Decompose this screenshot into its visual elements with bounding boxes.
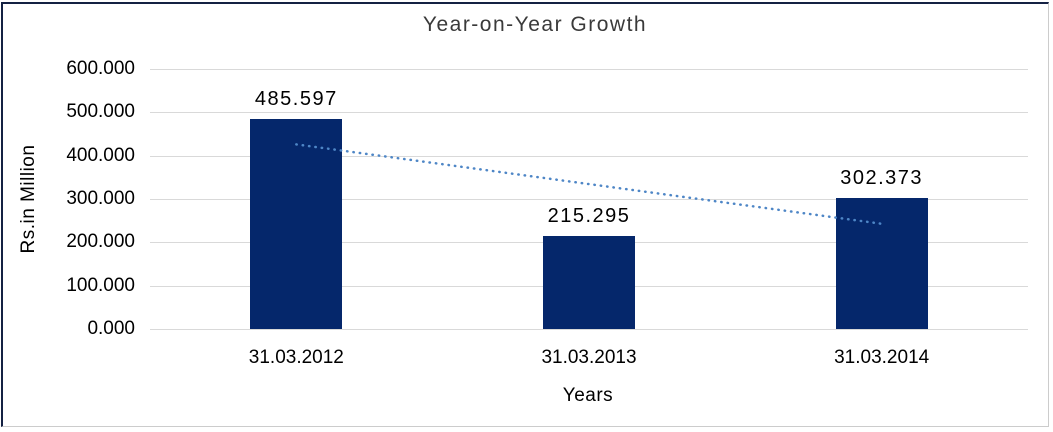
data-label: 215.295 bbox=[547, 204, 631, 227]
bar-31.03.2014 bbox=[835, 197, 928, 329]
y-tick-label: 500.000 bbox=[66, 101, 135, 123]
gridline bbox=[150, 112, 1028, 114]
x-axis-title: Years bbox=[562, 385, 614, 406]
y-tick-label: 0.000 bbox=[87, 318, 135, 339]
x-tick-label: 31.03.2014 bbox=[834, 347, 930, 368]
gridline bbox=[150, 69, 1028, 70]
y-tick-label: 100.000 bbox=[66, 274, 135, 296]
x-tick-label: 31.03.2013 bbox=[541, 347, 637, 368]
y-tick-label: 300.000 bbox=[66, 188, 135, 209]
bar-31.03.2012 bbox=[250, 118, 343, 329]
data-label: 485.597 bbox=[254, 87, 338, 110]
y-tick-label: 200.000 bbox=[66, 231, 135, 253]
chart-title: Year-on-Year Growth bbox=[422, 13, 648, 36]
x-tick-label: 31.03.2012 bbox=[248, 347, 344, 368]
y-axis-title: Rs.in Million bbox=[18, 144, 39, 254]
y-tick-label: 600.000 bbox=[66, 58, 135, 79]
data-label: 302.373 bbox=[840, 166, 924, 189]
gridline bbox=[150, 329, 1028, 330]
bar-31.03.2013 bbox=[543, 235, 635, 329]
y-tick-label: 400.000 bbox=[66, 144, 135, 166]
